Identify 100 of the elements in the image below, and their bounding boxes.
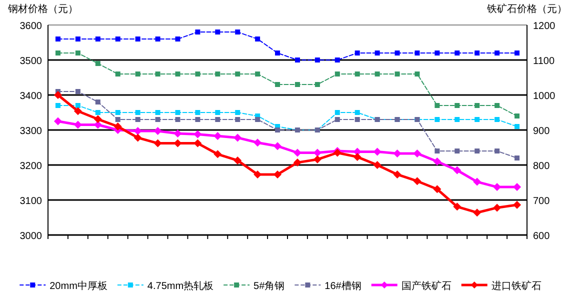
point (493, 204, 502, 212)
point (175, 72, 180, 76)
point (414, 72, 420, 76)
point (514, 114, 520, 118)
point (454, 117, 460, 122)
point (294, 82, 300, 87)
point (155, 117, 160, 122)
point (434, 148, 440, 154)
point (235, 117, 240, 122)
point (95, 110, 100, 115)
y2-tick-label: 900 (533, 126, 550, 137)
point (235, 30, 240, 34)
point (354, 117, 360, 122)
point (494, 50, 500, 56)
point (474, 103, 480, 108)
point (115, 110, 120, 115)
point (174, 130, 182, 138)
point (393, 170, 402, 178)
point (454, 148, 460, 154)
point (394, 50, 400, 56)
point (195, 110, 200, 115)
point (55, 50, 60, 56)
point (275, 50, 280, 56)
point (514, 50, 520, 56)
point (275, 82, 280, 87)
point (74, 107, 82, 116)
y-tick-label: 3400 (20, 91, 42, 102)
point (195, 117, 200, 122)
point (115, 72, 120, 76)
point (234, 156, 242, 164)
point (513, 183, 522, 192)
point (95, 100, 100, 104)
point (74, 120, 82, 129)
point (215, 30, 220, 34)
point (434, 117, 440, 122)
point (453, 166, 462, 174)
y-tick-label: 3000 (20, 231, 42, 242)
point (135, 72, 140, 76)
point (393, 149, 402, 158)
point (234, 134, 242, 142)
point (94, 115, 102, 124)
point (413, 177, 422, 186)
point (294, 58, 300, 62)
point (433, 158, 442, 166)
point (473, 178, 482, 186)
point (334, 58, 340, 62)
point (115, 117, 120, 122)
y2-tick-label: 1100 (533, 56, 555, 67)
point (473, 208, 482, 217)
point (275, 128, 280, 132)
y-tick-label: 3500 (20, 56, 42, 67)
point (354, 110, 360, 115)
point (114, 122, 122, 130)
point (155, 72, 160, 76)
y2-axis-title: 铁矿石价格（元） (486, 3, 567, 15)
legend-label: 进口铁矿石 (491, 280, 542, 292)
point (75, 103, 80, 108)
point (374, 72, 380, 76)
point (414, 50, 420, 56)
point (95, 61, 100, 66)
point (354, 72, 360, 76)
point (254, 138, 262, 147)
point (434, 50, 440, 56)
point (494, 103, 500, 108)
y2-tick-label: 600 (533, 231, 550, 242)
point (394, 72, 400, 76)
point (155, 110, 160, 115)
point (293, 148, 302, 157)
legend-label: 20mm中厚板 (50, 280, 108, 292)
point (195, 72, 200, 76)
point (214, 132, 222, 140)
y-tick-label: 3600 (20, 21, 42, 32)
y2-tick-label: 700 (533, 196, 550, 207)
y-tick-label: 3100 (20, 196, 42, 207)
point (274, 142, 282, 150)
point (413, 149, 422, 158)
point (75, 89, 80, 94)
point (175, 110, 180, 115)
point (434, 103, 440, 108)
point (175, 117, 180, 122)
y-tick-label: 3300 (20, 126, 42, 137)
point (255, 72, 260, 76)
legend-label: 5#角钢 (254, 280, 285, 292)
point (454, 50, 460, 56)
legend-label: 4.75mm热轧板 (147, 280, 214, 292)
point (175, 36, 180, 42)
point (135, 110, 140, 115)
point (95, 36, 100, 42)
point (75, 50, 80, 56)
point (494, 117, 500, 122)
y-tick-label: 3200 (20, 161, 42, 172)
y2-tick-label: 1200 (533, 21, 556, 32)
point (474, 50, 480, 56)
point (235, 72, 240, 76)
point (354, 50, 360, 56)
point (55, 103, 60, 108)
point (374, 50, 380, 56)
point (334, 117, 340, 122)
point (454, 103, 460, 108)
point (255, 36, 260, 42)
